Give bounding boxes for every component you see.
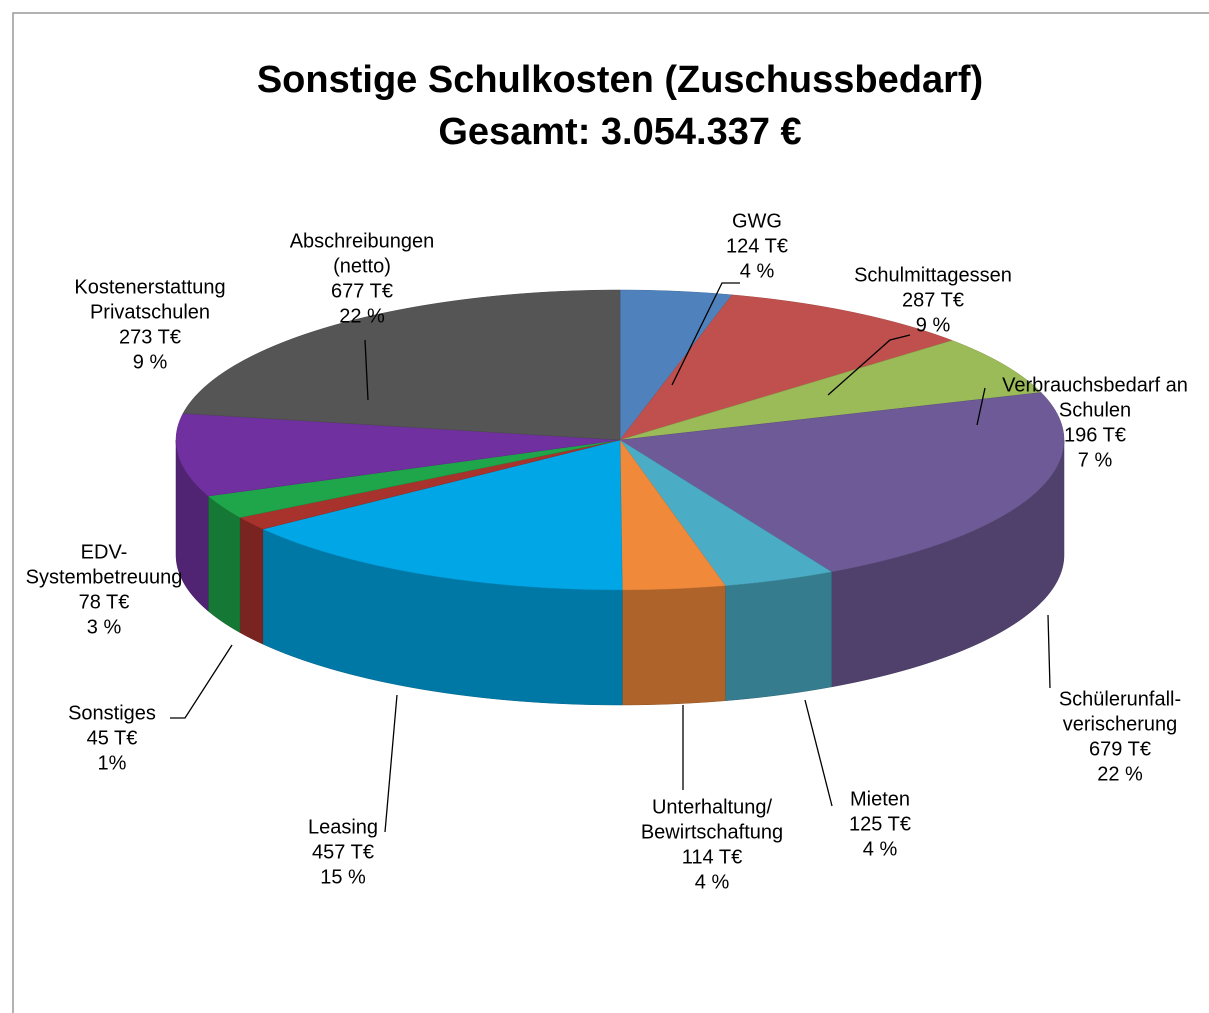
value-label: 273 T€ bbox=[119, 326, 181, 348]
value-label: 287 T€ bbox=[902, 289, 964, 311]
slice bbox=[175, 413, 621, 497]
slice-side bbox=[239, 517, 264, 645]
value-label: 125 T€ bbox=[849, 813, 911, 835]
share-label: 22 % bbox=[339, 305, 385, 327]
slice bbox=[619, 439, 726, 591]
slice bbox=[619, 340, 1042, 441]
slice-side bbox=[725, 571, 832, 701]
chart-subtitle: Gesamt: 3.054.337 € bbox=[438, 111, 801, 153]
leader-line bbox=[804, 699, 833, 807]
leader-line bbox=[1047, 614, 1051, 689]
slice-label: EDV- bbox=[81, 541, 128, 563]
share-label: 4 % bbox=[863, 838, 898, 860]
share-label: 9 % bbox=[133, 351, 168, 373]
slice-label: Abschreibungen bbox=[290, 230, 435, 252]
slice-label: verischerung bbox=[1063, 713, 1178, 735]
value-label: 124 T€ bbox=[726, 235, 788, 257]
leader-line bbox=[170, 644, 233, 719]
slice-label: Bewirtschaftung bbox=[641, 821, 783, 843]
value-label: 457 T€ bbox=[312, 841, 374, 863]
share-label: 3 % bbox=[87, 616, 122, 638]
slice-label: Kostenerstattung bbox=[74, 276, 225, 298]
share-label: 1% bbox=[98, 752, 127, 774]
slice bbox=[619, 439, 833, 586]
value-label: 677 T€ bbox=[331, 280, 393, 302]
slice-label: Schülerunfall- bbox=[1059, 688, 1181, 710]
slice-label: Privatschulen bbox=[90, 301, 210, 323]
share-label: 4 % bbox=[740, 260, 775, 282]
slice-label: (netto) bbox=[333, 255, 391, 277]
slice bbox=[619, 294, 953, 441]
slice bbox=[239, 439, 621, 530]
leader-line bbox=[976, 387, 986, 426]
value-label: 114 T€ bbox=[682, 846, 742, 868]
slice-label: GWG bbox=[732, 210, 782, 232]
leader-line bbox=[671, 282, 740, 386]
share-label: 15 % bbox=[320, 866, 366, 888]
value-label: 78 T€ bbox=[79, 591, 130, 613]
slice-label: Verbrauchsbedarf an bbox=[1002, 374, 1188, 396]
slice-label: Unterhaltung/ bbox=[652, 796, 773, 818]
leader-line bbox=[827, 334, 911, 396]
slice-label: Leasing bbox=[308, 816, 378, 838]
share-label: 7 % bbox=[1078, 449, 1113, 471]
share-label: 9 % bbox=[916, 314, 951, 336]
slice-side bbox=[622, 585, 726, 706]
chart-title: Sonstige Schulkosten (Zuschussbedarf) bbox=[257, 59, 983, 101]
slice-label: Systembetreuung bbox=[26, 566, 183, 588]
slice bbox=[207, 439, 621, 518]
slice bbox=[619, 392, 1065, 573]
value-label: 45 T€ bbox=[87, 727, 138, 749]
frame bbox=[12, 12, 1209, 1013]
leader-line bbox=[384, 694, 398, 833]
share-label: 4 % bbox=[695, 871, 730, 893]
slice-label: Sonstiges bbox=[68, 702, 156, 724]
value-label: 679 T€ bbox=[1089, 738, 1151, 760]
slice-label: Mieten bbox=[850, 788, 910, 810]
value-label: 196 T€ bbox=[1064, 424, 1126, 446]
slice-label: Schulen bbox=[1059, 399, 1131, 421]
slice-side bbox=[207, 495, 241, 633]
leader-line bbox=[364, 339, 369, 401]
share-label: 22 % bbox=[1097, 763, 1143, 785]
slice bbox=[262, 439, 623, 591]
slice bbox=[619, 289, 733, 441]
slice bbox=[182, 289, 621, 441]
slice-label: Schulmittagessen bbox=[854, 264, 1012, 286]
